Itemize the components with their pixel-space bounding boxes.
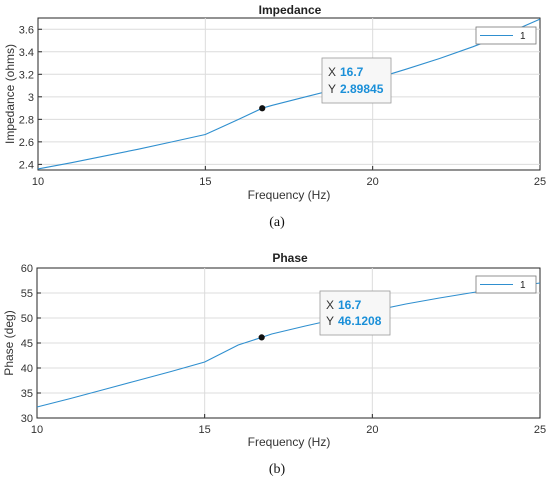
grid — [37, 18, 541, 170]
legend-label: 1 — [520, 31, 526, 42]
plot-area — [37, 17, 541, 171]
datatip-y-key: Y — [326, 314, 334, 328]
x-tick-labels: 10 15 20 25 — [32, 176, 546, 188]
y-tick-label: 3.2 — [19, 69, 34, 81]
x-tick-label: 25 — [534, 176, 546, 188]
x-tick-labels: 10 15 20 25 — [31, 424, 546, 436]
datatip-marker — [258, 334, 265, 341]
x-tick-label: 15 — [199, 176, 211, 188]
y-tick-label: 2.6 — [19, 137, 34, 149]
series-line — [37, 18, 541, 170]
series-lines — [37, 18, 541, 170]
y-tick-label: 2.8 — [19, 114, 34, 126]
y-tick-label: 3.4 — [19, 47, 34, 59]
y-tick-labels: 30 35 40 45 50 55 60 — [21, 263, 33, 425]
y-tick-label: 55 — [21, 288, 33, 300]
y-tick-label: 60 — [21, 263, 33, 275]
x-tick-label: 20 — [366, 424, 378, 436]
y-tick-label: 40 — [21, 363, 33, 375]
y-tick-label: 3.6 — [19, 24, 34, 36]
x-tick-label: 15 — [199, 424, 211, 436]
caption-b: (b) — [269, 462, 286, 477]
x-tick-label: 10 — [31, 424, 43, 436]
datatip-x-value: 16.7 — [340, 65, 364, 79]
chart-phase: Phase 10 15 20 25 30 35 40 45 50 55 60 Frequency … — [2, 251, 546, 477]
datatip[interactable]: X 16.7 Y 2.89845 — [259, 57, 392, 112]
y-tick-label: 3 — [28, 92, 34, 104]
datatip-box — [319, 290, 391, 336]
datatip-marker — [259, 105, 266, 112]
y-axis-label: Impedance (ohms) — [3, 44, 17, 144]
legend[interactable]: 1 — [475, 275, 537, 294]
x-tick-label: 25 — [534, 424, 546, 436]
caption-a: (a) — [269, 215, 285, 230]
y-tick-label: 30 — [21, 413, 33, 425]
y-tick-labels: 2.4 2.6 2.8 3 3.2 3.4 3.6 — [19, 24, 34, 171]
y-tick-label: 50 — [21, 313, 33, 325]
chart-impedance: Impedance 10 15 20 25 2.4 2.6 2.8 3 3.2 3.4 3.6 F… — [3, 3, 546, 230]
datatip-x-key: X — [326, 298, 334, 312]
x-tick-label: 10 — [32, 176, 44, 188]
series-line — [36, 282, 541, 408]
series-lines — [36, 282, 541, 408]
datatip-x-value: 16.7 — [338, 298, 362, 312]
chart-title: Impedance — [259, 3, 322, 17]
y-tick-label: 45 — [21, 338, 33, 350]
legend-label: 1 — [520, 280, 526, 291]
datatip[interactable]: X 16.7 Y 46.1208 — [258, 290, 391, 341]
x-axis-label: Frequency (Hz) — [248, 435, 331, 449]
x-axis-label: Frequency (Hz) — [248, 188, 331, 202]
chart-title: Phase — [272, 251, 308, 265]
datatip-y-key: Y — [328, 82, 336, 96]
datatip-box — [321, 57, 392, 104]
y-axis-label: Phase (deg) — [2, 310, 16, 375]
datatip-x-key: X — [328, 65, 336, 79]
y-tick-label: 35 — [21, 388, 33, 400]
grid — [36, 267, 541, 419]
legend[interactable]: 1 — [475, 26, 537, 45]
x-tick-label: 20 — [367, 176, 379, 188]
datatip-y-value: 46.1208 — [338, 314, 382, 328]
y-tick-label: 2.4 — [19, 159, 34, 171]
datatip-y-value: 2.89845 — [340, 82, 384, 96]
